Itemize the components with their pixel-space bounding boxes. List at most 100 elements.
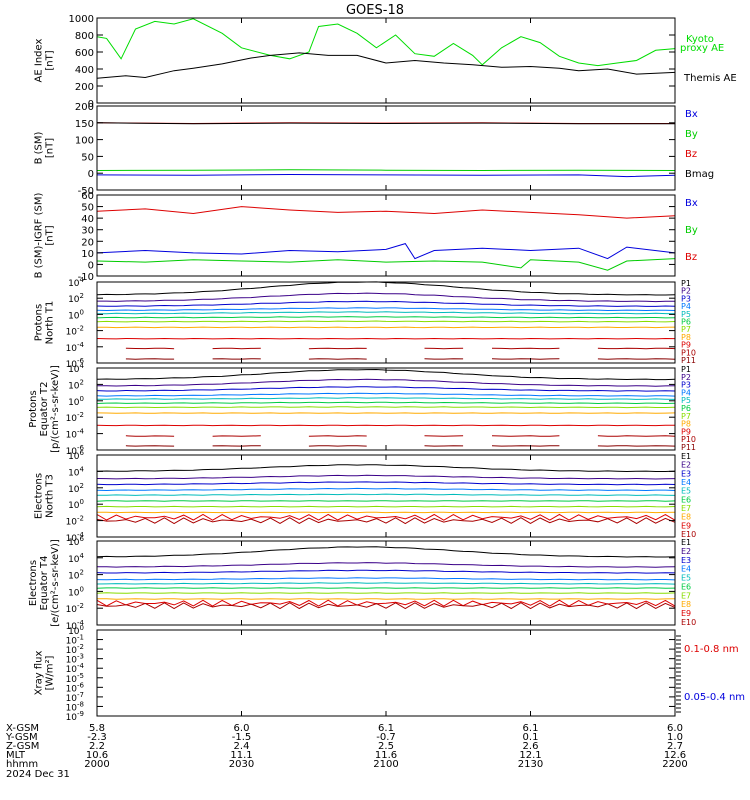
y-tick-label: 104 (68, 552, 84, 565)
legend-bz: Bz (685, 252, 697, 263)
legend-p7: P7 (681, 325, 691, 334)
legend-e9: E9 (681, 609, 691, 618)
legend-e5: E5 (681, 487, 691, 496)
series-e4 (96, 487, 676, 492)
series-e5 (97, 493, 676, 496)
y-tick-label: 100 (68, 585, 84, 598)
legend-p9: P9 (681, 341, 691, 350)
legend-e1: E1 (681, 452, 691, 461)
orbit-row-label: X-GSM (6, 723, 39, 734)
series-e6 (96, 500, 676, 502)
legend-bx: Bx (685, 198, 698, 209)
series-p6 (96, 316, 676, 319)
series-p10 (597, 347, 676, 350)
legend-p5: P5 (681, 396, 691, 405)
legend-xray-short: 0.05-0.4 nm (684, 692, 745, 703)
y-tick-label: 102 (68, 378, 84, 391)
series-p11 (125, 358, 175, 360)
legend-p3: P3 (681, 294, 691, 303)
y-axis-label: Equator T2 (39, 382, 50, 437)
series-by (96, 169, 676, 172)
plot-title: GOES-18 (346, 3, 404, 18)
y-tick-label: 200 (75, 102, 94, 113)
panel-bsm: -50 0 50 100 150 200 B (SM) [nT] Bx By Bz Bmag (34, 102, 715, 197)
series-e3 (96, 569, 676, 574)
y-axis-label: [p/(cm²-s-sr-keV)] (50, 365, 61, 453)
y-axis-label: [e/(cm²-s-sr-keV)] (50, 539, 61, 627)
y-axis-label: Electrons (28, 560, 39, 606)
legend-bx: Bx (685, 109, 698, 120)
legend-p8: P8 (681, 420, 691, 429)
y-tick-label: 20 (81, 237, 94, 248)
legend-themis-ae: Themis AE (683, 73, 737, 84)
y-tick-label: 10 (81, 249, 94, 260)
legend-e6: E6 (681, 582, 691, 591)
y-tick-label: -50 (78, 186, 94, 197)
legend-p5: P5 (681, 310, 691, 319)
series-p3 (96, 300, 676, 307)
plot-date: 2024 Dec 31 (6, 769, 70, 780)
orbit-value: 11.1 (230, 750, 252, 761)
orbit-value: 6.0 (234, 723, 250, 734)
y-tick-label: 100 (68, 498, 84, 511)
series-p11 (491, 358, 560, 360)
series-e7 (96, 592, 676, 594)
series-e10 (96, 602, 676, 610)
series-kyoto-proxy-ae (96, 18, 676, 67)
orbit-value: 11.6 (375, 750, 397, 761)
orbit-value: 6.0 (667, 723, 683, 734)
orbit-value: 2200 (662, 759, 687, 770)
y-tick-label: 0 (88, 169, 94, 180)
series-themis-ae (96, 52, 676, 79)
series-e8 (97, 598, 676, 600)
legend-by: By (685, 129, 698, 140)
series-e3 (96, 481, 676, 486)
y-axis-label: AE Index (34, 38, 45, 82)
series-e10 (96, 517, 676, 525)
orbit-value: -0.7 (376, 732, 396, 743)
series-p10 (308, 435, 367, 437)
y-axis-label: B (SM)-IGRF (SM) (34, 193, 45, 279)
orbit-value: 5.8 (89, 723, 105, 734)
legend-bz: Bz (685, 149, 697, 160)
series-p2 (96, 378, 676, 387)
legend-p2: P2 (681, 287, 691, 296)
orbit-value: 10.6 (86, 750, 108, 761)
legend-e10: E10 (681, 618, 696, 627)
panel-frame (96, 454, 676, 538)
orbit-value: 2.4 (234, 741, 250, 752)
y-tick-label: 104 (68, 276, 84, 289)
y-axis-label: Equator T4 (39, 556, 50, 611)
y-tick-label: 800 (75, 31, 94, 42)
y-tick-label: 40 (81, 214, 94, 225)
y-tick-label: 10-4 (66, 428, 85, 441)
legend-e9: E9 (681, 521, 691, 530)
series-e2 (96, 562, 676, 568)
series-e4 (96, 577, 676, 581)
series-p5 (97, 311, 676, 315)
legend-p4: P4 (681, 302, 691, 311)
series-p10 (212, 347, 261, 350)
y-tick-label: 10-2 (66, 602, 84, 615)
legend-e2: E2 (681, 547, 691, 556)
series-p10 (597, 435, 676, 437)
series-p10 (491, 435, 560, 437)
series-e9 (96, 599, 676, 607)
legend-by: By (685, 225, 698, 236)
series-p7 (96, 406, 676, 409)
series-p10 (491, 347, 560, 350)
series-p4 (96, 307, 676, 312)
legend-proxy-ae: proxy AE (680, 43, 724, 54)
orbit-value: 6.1 (523, 723, 539, 734)
legend-p3: P3 (681, 381, 691, 390)
series-p4 (96, 392, 676, 397)
orbit-value: 2030 (229, 759, 254, 770)
legend-p2: P2 (681, 373, 691, 382)
y-tick-label: 0 (88, 99, 94, 110)
series-e1 (96, 546, 676, 558)
panel-frame (96, 194, 676, 277)
